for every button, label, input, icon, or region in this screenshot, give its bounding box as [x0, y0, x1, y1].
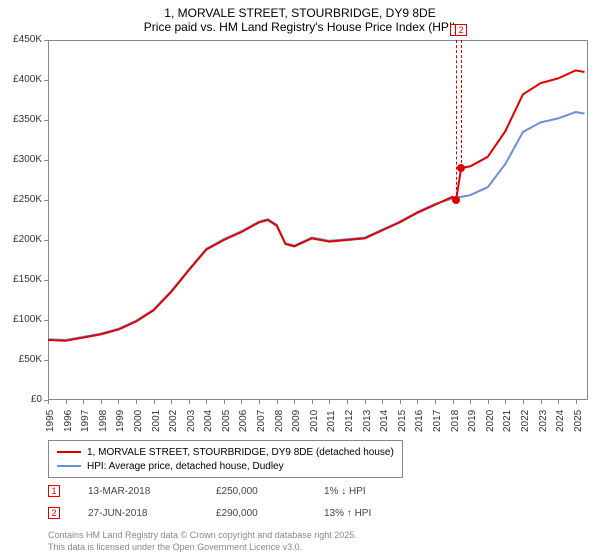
- chart-container: 1, MORVALE STREET, STOURBRIDGE, DY9 8DE …: [0, 0, 600, 560]
- transaction-marker-line: [461, 40, 462, 168]
- transaction-point: [457, 164, 465, 172]
- transaction-point: [452, 196, 460, 204]
- series-line: [48, 70, 584, 340]
- series-svg: [0, 0, 600, 560]
- transaction-marker-label: 2: [455, 24, 467, 36]
- transaction-marker-line: [456, 40, 457, 200]
- series-line: [48, 112, 584, 340]
